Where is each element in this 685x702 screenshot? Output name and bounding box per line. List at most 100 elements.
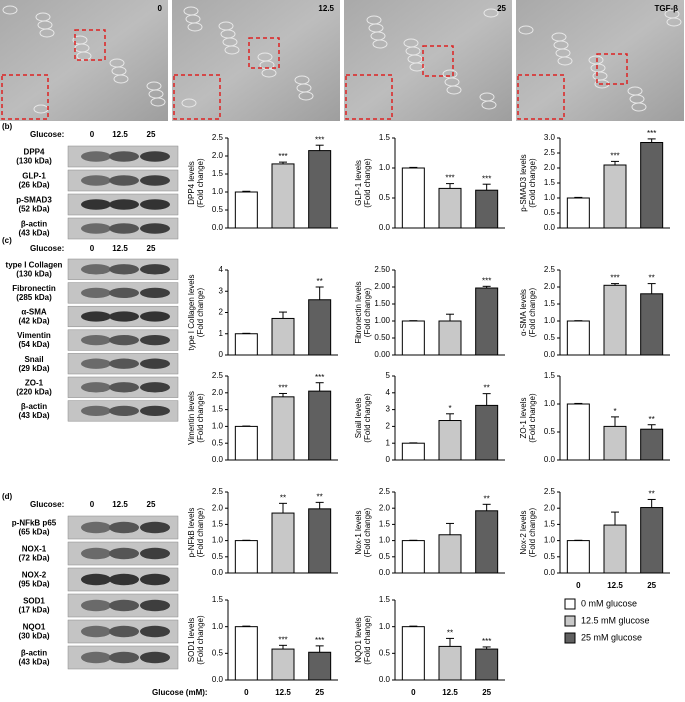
band [81,287,111,299]
blot-row-label: ZO-1 [25,378,44,387]
blot-row-label: (65 kDa) [18,528,49,537]
cell [183,6,199,16]
band [140,573,170,586]
y-tick-label: 0 [386,455,391,464]
panel-label: (b) [2,122,13,131]
blot-header: Glucose: [30,244,64,253]
x-tick-label: 0 [244,688,249,697]
y-tick-label: 1.5 [379,520,391,529]
y-tick-label: 1.5 [379,595,391,604]
y-tick-label: 0.0 [379,675,391,684]
significance: ** [484,494,490,503]
y-tick-label: 5 [386,371,391,380]
y-tick-label: 0.5 [379,193,391,202]
panel-label: (d) [2,492,13,501]
y-tick-label: 0.5 [212,438,224,447]
y-tick-label: 1.0 [212,536,224,545]
blot-row-label: (130 kDa) [16,269,52,278]
y-tick-label: 0.00 [374,350,390,359]
y-tick-label: 1.0 [379,622,391,631]
blot-row-label: β-actin [21,402,47,411]
blot-row-label: (52 kDa) [18,205,49,214]
y-tick-label: 0.0 [544,455,556,464]
image-label: 25 [497,4,506,13]
significance: * [448,404,451,413]
significance: ** [649,274,655,283]
y-tick-label: 1.0 [379,163,391,172]
band [81,334,111,346]
y-tick-label: 0.50 [374,333,390,342]
bar [401,442,425,461]
micrograph [172,0,340,121]
band [140,199,170,210]
cell [72,35,88,45]
legend-label: 12.5 mM glucose [581,615,650,625]
blot-row-label: p-NFkB p65 [12,519,57,528]
y-axis-label: Nox-1 levels [354,510,363,554]
blot-row-label: α-SMA [21,308,47,317]
y-tick-label: 0.0 [544,568,556,577]
band [109,334,139,346]
blot-row-label: (95 kDa) [18,580,49,589]
y-tick-label: 2.5 [379,487,391,496]
y-axis-label: p-NFkB levels [187,508,196,558]
band [109,599,139,612]
y-tick-label: 2.5 [212,371,224,380]
y-tick-label: 0.5 [212,205,224,214]
lane-label: 25 [147,130,156,139]
blot-row-label: SOD1 [23,597,45,606]
band [140,405,170,417]
bar [308,390,332,461]
zoom-box [345,74,393,120]
band [109,573,139,586]
significance: *** [445,174,454,183]
y-axis-label: (Fold change) [196,507,205,557]
band [109,405,139,417]
blot-row-label: (29 kDa) [18,364,49,373]
significance: *** [278,152,287,161]
significance: ** [484,384,490,393]
y-tick-label: 1.5 [379,133,391,142]
band [140,358,170,369]
y-axis-label: (Fold change) [528,507,537,557]
significance: *** [482,174,491,183]
significance: * [613,407,616,416]
y-tick-label: 2 [219,308,224,317]
roi-box [248,37,280,69]
bar [603,164,627,229]
y-axis-label: (Fold change) [528,158,537,208]
y-axis-label: (Fold change) [363,287,372,337]
band [140,547,170,560]
y-axis-label: (Fold change) [196,393,205,443]
band [81,382,111,393]
y-tick-label: 1 [219,329,224,338]
y-axis-label: (Fold change) [363,507,372,557]
y-tick-label: 1.0 [212,622,224,631]
bar [271,648,295,681]
lane-label: 25 [147,244,156,253]
significance: *** [315,636,324,645]
band [81,405,111,417]
band [109,264,139,275]
y-tick-label: 0.0 [379,568,391,577]
y-axis-label: NQO1 levels [354,617,363,662]
x-tick-label: 25 [315,688,324,697]
bar [401,626,425,681]
cell [109,58,125,68]
x-tick-label: 12.5 [607,581,623,590]
y-tick-label: 0.5 [212,648,224,657]
blot-row-label: β-actin [21,649,47,658]
y-tick-label: 0.5 [544,333,556,342]
blot-row-label: (30 kDa) [18,632,49,641]
cell [146,81,162,91]
y-tick-label: 0.5 [544,552,556,561]
y-axis-label: (Fold change) [196,287,205,337]
cell [664,9,680,19]
y-tick-label: 4 [219,265,224,274]
blot-row-label: Snail [24,355,43,364]
band [140,311,170,322]
y-tick-label: 1.5 [544,520,556,529]
y-tick-label: 1.0 [544,536,556,545]
significance: *** [278,384,287,393]
y-tick-label: 3 [386,405,391,414]
